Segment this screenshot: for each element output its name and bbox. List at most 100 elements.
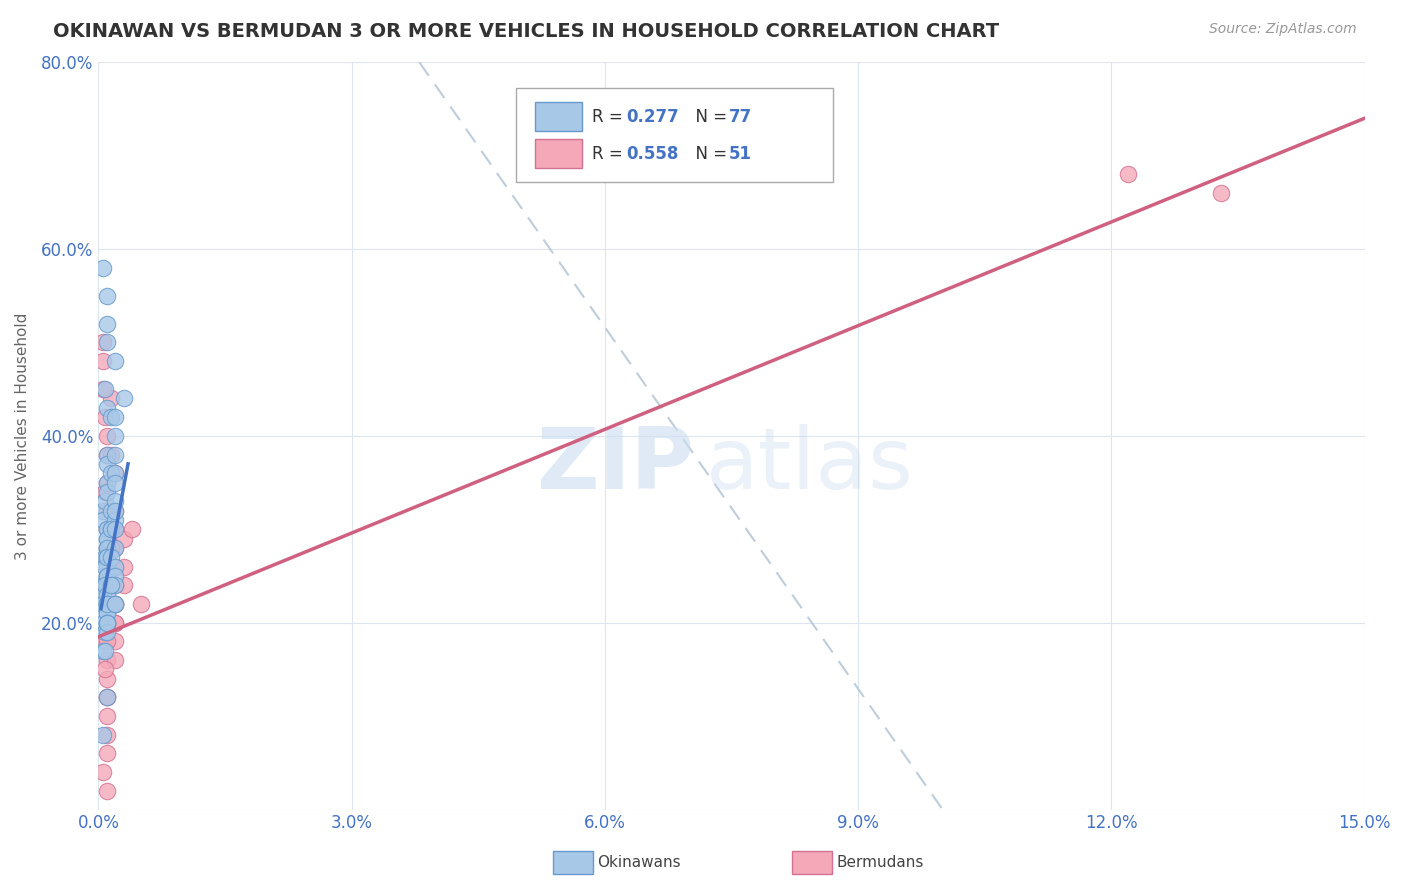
Point [94,559,117,574]
Point [94,662,117,676]
Point [96,503,118,517]
Point [91,597,114,611]
Point [104,448,127,462]
Point [96,522,118,536]
Text: 51: 51 [730,145,752,163]
Point [96,747,118,761]
Point [104,597,127,611]
Point [96,625,118,640]
Text: 0.277: 0.277 [627,108,679,126]
Point [1211,186,1233,200]
Point [96,559,118,574]
Point [96,634,118,648]
Point [96,401,118,415]
Point [96,597,118,611]
Point [96,597,118,611]
Point [91,588,114,602]
Text: N =: N = [685,145,733,163]
Point [104,597,127,611]
Point [96,550,118,565]
Point [96,457,118,471]
Point [96,532,118,546]
Point [91,354,114,368]
Point [96,615,118,630]
Point [112,532,135,546]
Point [100,541,122,555]
Point [96,541,118,555]
Point [96,541,118,555]
Point [94,644,117,658]
Point [104,541,127,555]
Point [94,382,117,396]
Point [121,522,143,536]
Text: R =: R = [592,145,628,163]
Point [104,494,127,508]
Point [96,607,118,621]
Point [104,503,127,517]
Point [104,569,127,583]
Point [96,672,118,686]
Point [96,335,118,350]
Point [96,475,118,490]
Point [96,522,118,536]
Point [94,625,117,640]
Text: R =: R = [592,108,628,126]
Point [91,260,114,275]
Point [91,728,114,742]
Point [96,690,118,705]
Point [91,513,114,527]
Point [96,541,118,555]
Point [91,615,114,630]
Point [96,615,118,630]
Point [100,503,122,517]
Point [104,429,127,443]
Point [96,429,118,443]
Point [100,522,122,536]
Point [96,690,118,705]
Point [91,644,114,658]
Point [96,569,118,583]
Point [91,765,114,780]
Text: 0.558: 0.558 [627,145,679,163]
Y-axis label: 3 or more Vehicles in Household: 3 or more Vehicles in Household [15,312,30,559]
Text: Okinawans: Okinawans [598,855,681,870]
Point [91,578,114,592]
Point [104,503,127,517]
Point [100,578,122,592]
Point [112,392,135,406]
Point [96,317,118,331]
Point [96,607,118,621]
Point [96,690,118,705]
Point [104,615,127,630]
Text: OKINAWAN VS BERMUDAN 3 OR MORE VEHICLES IN HOUSEHOLD CORRELATION CHART: OKINAWAN VS BERMUDAN 3 OR MORE VEHICLES … [53,22,1000,41]
Point [104,475,127,490]
Point [96,709,118,723]
Point [96,569,118,583]
Point [104,634,127,648]
Point [94,410,117,425]
Point [100,550,122,565]
Point [104,559,127,574]
Point [96,569,118,583]
Point [96,522,118,536]
Point [96,597,118,611]
FancyBboxPatch shape [516,88,832,182]
Point [104,559,127,574]
Text: 77: 77 [730,108,752,126]
Point [96,448,118,462]
Point [94,494,117,508]
Point [100,467,122,481]
Point [112,559,135,574]
Point [96,484,118,499]
Point [96,559,118,574]
Point [96,475,118,490]
Point [104,541,127,555]
Point [1118,167,1140,181]
Point [104,597,127,611]
Point [104,467,127,481]
Text: N =: N = [685,108,733,126]
Point [104,615,127,630]
Text: Bermudans: Bermudans [837,855,924,870]
Point [104,522,127,536]
Point [96,569,118,583]
